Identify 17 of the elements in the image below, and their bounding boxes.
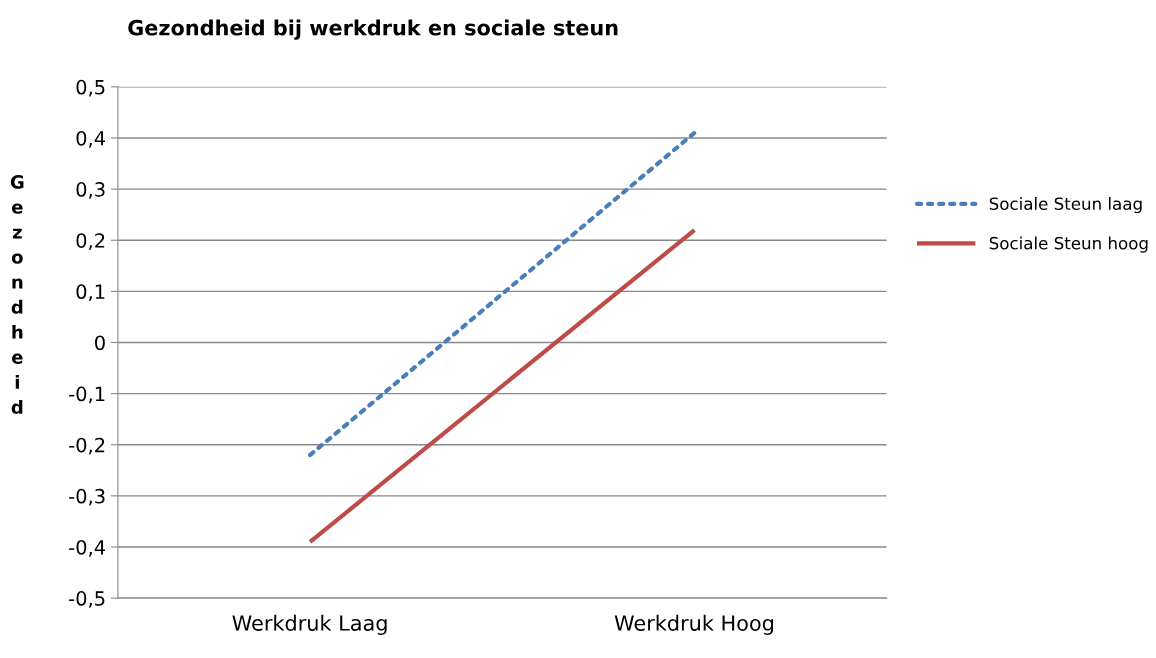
y-tick-label: -0,3 xyxy=(69,488,105,506)
y-tick-label: 0 xyxy=(95,335,105,351)
y-tick-label: 0,5 xyxy=(76,79,105,97)
y-tick-label: -0,2 xyxy=(69,437,105,455)
chart-title: Gezondheid bij werkdruk en sociale steun xyxy=(128,19,618,40)
y-tick-label: 0,1 xyxy=(76,284,105,302)
y-tick-label: 0,2 xyxy=(76,233,105,250)
legend-label: Sociale Steun hoog xyxy=(989,236,1148,253)
legend-label: Sociale Steun laag xyxy=(989,197,1142,214)
y-tick-label: -0,4 xyxy=(69,539,106,557)
y-tick-label: -0,5 xyxy=(69,591,105,608)
y-tick-label: 0,4 xyxy=(76,130,106,148)
y-tick-label: -0,1 xyxy=(69,386,105,404)
text: Gezondheid xyxy=(10,175,24,414)
x-tick-label: Werkdruk Laag xyxy=(232,614,387,635)
x-tick-label: Werkdruk Hoog xyxy=(614,614,774,635)
y-tick-label: 0,3 xyxy=(76,182,105,199)
